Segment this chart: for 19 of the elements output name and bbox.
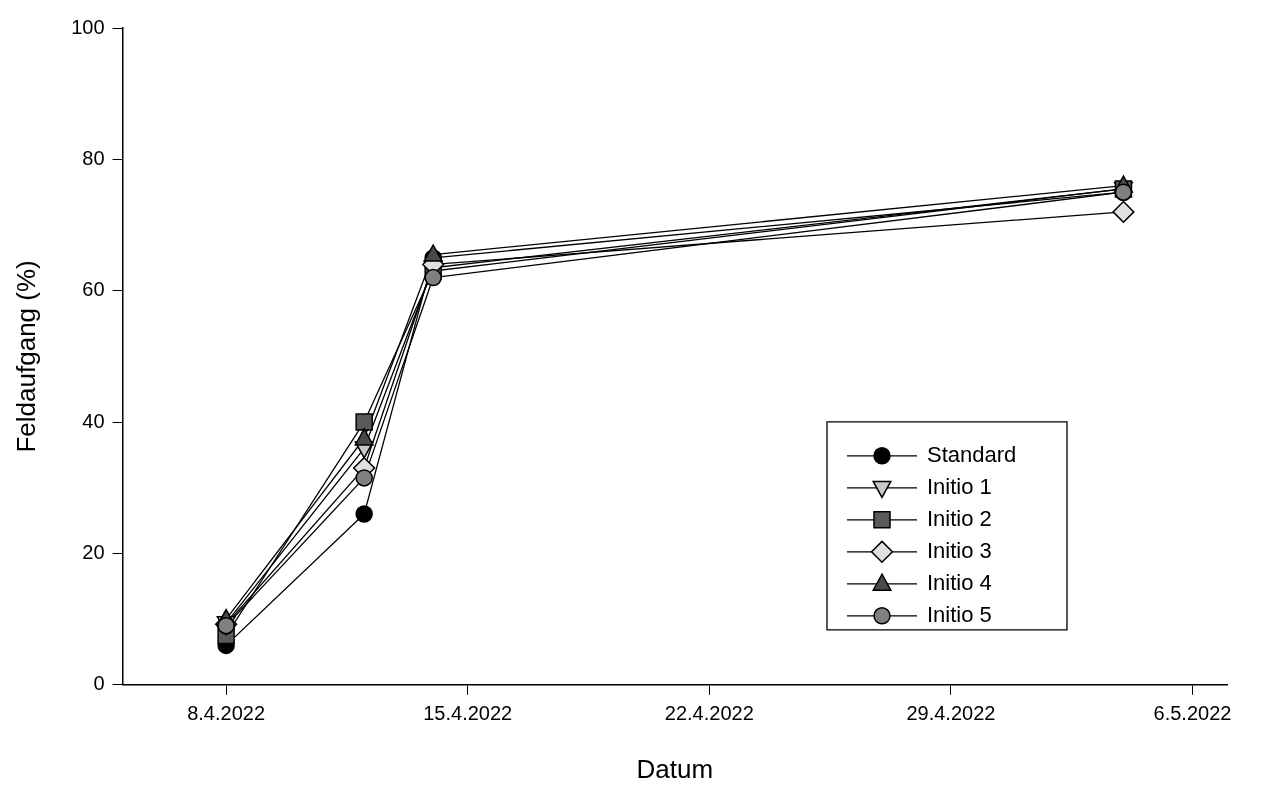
y-tick-label: 100 [71, 15, 105, 38]
y-tick-label: 60 [82, 278, 105, 301]
x-tick-label: 15.4.2022 [423, 702, 513, 725]
legend-label: Initio 2 [927, 505, 992, 531]
y-tick-label: 20 [82, 540, 105, 563]
legend-label: Initio 4 [927, 569, 992, 595]
y-tick-label: 40 [82, 409, 105, 432]
x-axis-title: Datum [636, 753, 714, 784]
legend-label: Initio 1 [927, 473, 992, 499]
legend-label: Initio 3 [927, 537, 992, 563]
legend-label: Standard [927, 441, 1017, 467]
y-axis-title: Feldaufgang (%) [10, 260, 41, 453]
legend-label: Initio 5 [927, 601, 992, 627]
y-tick-label: 0 [93, 672, 105, 695]
x-tick-label: 29.4.2022 [906, 702, 996, 725]
x-tick-label: 6.5.2022 [1153, 702, 1232, 725]
x-tick-label: 22.4.2022 [664, 702, 754, 725]
y-tick-label: 80 [82, 146, 105, 169]
x-tick-label: 8.4.2022 [187, 702, 266, 725]
